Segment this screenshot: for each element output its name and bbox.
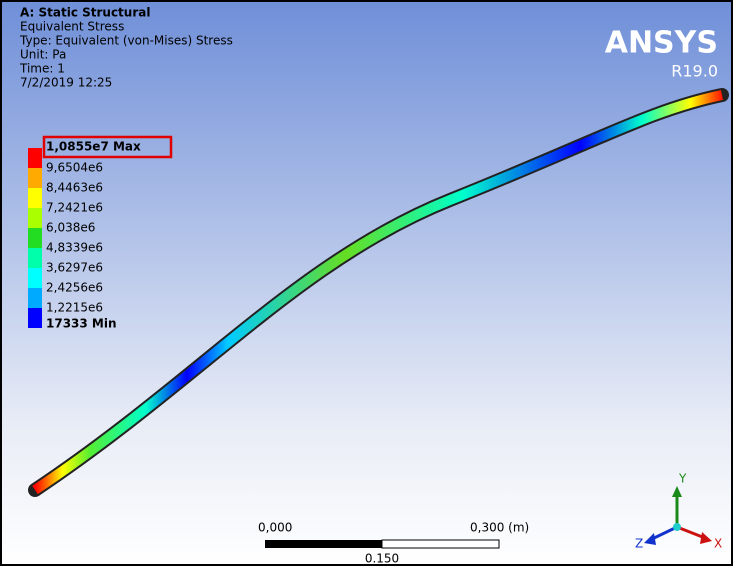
legend-label: 17333 Min: [46, 317, 117, 331]
legend-label: 2,4256e6: [46, 281, 103, 295]
legend-swatch: [28, 168, 42, 188]
legend-swatch: [28, 248, 42, 268]
logo-brand: ANSYS: [605, 26, 718, 61]
type: Type: Equivalent (von-Mises) Stress: [19, 34, 233, 48]
triad-x-label: X: [714, 537, 722, 551]
legend-label: 8,4463e6: [46, 181, 103, 195]
legend-label: 1,0855e7 Max: [46, 140, 141, 154]
scale-middle: 0.150: [365, 552, 399, 566]
legend-swatch: [28, 208, 42, 228]
date: 7/2/2019 12:25: [20, 76, 112, 90]
legend-swatch: [28, 228, 42, 248]
result: Equivalent Stress: [20, 20, 124, 34]
scale-right: 0,300 (m): [470, 521, 529, 535]
unit: Unit: Pa: [20, 48, 66, 62]
legend-swatch: [28, 188, 42, 208]
legend-swatch: [28, 288, 42, 308]
legend-swatch: [28, 268, 42, 288]
analysis: A: Static Structural: [20, 6, 150, 20]
scale-black: [265, 540, 382, 548]
logo-release: R19.0: [671, 62, 718, 81]
legend-label: 6,038e6: [46, 221, 95, 235]
time: Time: 1: [19, 62, 65, 76]
legend-label: 7,2421e6: [46, 201, 103, 215]
legend-swatch: [28, 148, 42, 168]
legend-label: 3,6297e6: [46, 261, 103, 275]
legend-label: 1,2215e6: [46, 301, 103, 315]
triad-y-label: Y: [678, 472, 687, 486]
viewport: A: Static Structural Equivalent Stress T…: [0, 0, 733, 566]
legend-swatch: [28, 308, 42, 328]
legend-label: 9,6504e6: [46, 161, 103, 175]
triad-origin: [673, 523, 681, 531]
scale-white: [382, 540, 499, 548]
legend-label: 4,8339e6: [46, 241, 103, 255]
triad-z-label: Z: [635, 537, 643, 551]
scale-left: 0,000: [258, 521, 292, 535]
